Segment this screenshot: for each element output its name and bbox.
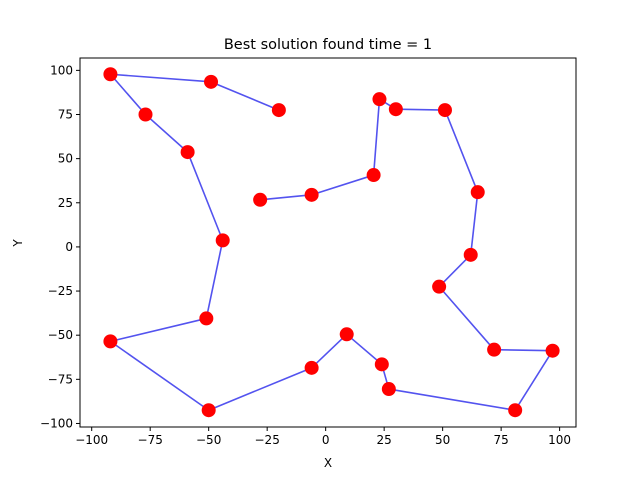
y-tick-label: −75 xyxy=(48,372,73,386)
city-point-16 xyxy=(487,342,502,357)
x-tick-label: 25 xyxy=(377,433,392,447)
city-point-13 xyxy=(381,382,396,397)
city-point-18 xyxy=(463,247,478,262)
y-tick-label: 0 xyxy=(65,240,73,254)
city-point-19 xyxy=(470,185,485,200)
city-point-20 xyxy=(437,103,452,118)
y-tick-label: 25 xyxy=(58,196,73,210)
y-tick-label: 75 xyxy=(58,107,73,121)
city-point-21 xyxy=(388,102,403,117)
x-tick-label: 100 xyxy=(548,433,571,447)
city-point-2 xyxy=(204,74,219,89)
city-point-15 xyxy=(545,343,560,358)
y-tick-label: 50 xyxy=(58,152,73,166)
city-point-1 xyxy=(271,103,286,118)
city-point-23 xyxy=(366,168,381,183)
city-point-12 xyxy=(374,357,389,372)
x-tick-label: 75 xyxy=(493,433,508,447)
city-point-5 xyxy=(180,145,195,160)
x-axis-label: X xyxy=(324,456,332,470)
x-tick-label: 0 xyxy=(322,433,330,447)
x-tick-label: 50 xyxy=(435,433,450,447)
x-tick-label: −25 xyxy=(255,433,280,447)
y-tick-label: −50 xyxy=(48,328,73,342)
city-point-7 xyxy=(199,311,214,326)
x-tick-label: −75 xyxy=(138,433,163,447)
city-point-9 xyxy=(201,403,216,418)
city-point-14 xyxy=(508,403,523,418)
city-point-8 xyxy=(103,334,118,349)
x-tick-label: −50 xyxy=(196,433,221,447)
city-point-24 xyxy=(304,187,319,202)
y-axis-label: Y xyxy=(11,239,25,248)
city-point-17 xyxy=(432,279,447,294)
city-point-11 xyxy=(339,327,354,342)
city-point-25 xyxy=(253,192,268,207)
y-tick-label: 100 xyxy=(50,63,73,77)
city-point-10 xyxy=(304,360,319,375)
x-tick-label: −100 xyxy=(75,433,108,447)
city-point-3 xyxy=(103,67,118,82)
chart-title: Best solution found time = 1 xyxy=(224,37,432,53)
axes: −100 −75 −50 −25 0 25 50 75 100 −100 −75 −50 −25 0 25 5… xyxy=(40,57,577,447)
y-tick-label: −100 xyxy=(40,416,73,430)
city-point-4 xyxy=(138,107,153,122)
plot-frame xyxy=(79,57,577,428)
city-point-22 xyxy=(372,92,387,107)
city-point-6 xyxy=(215,233,230,248)
y-tick-label: −25 xyxy=(48,284,73,298)
